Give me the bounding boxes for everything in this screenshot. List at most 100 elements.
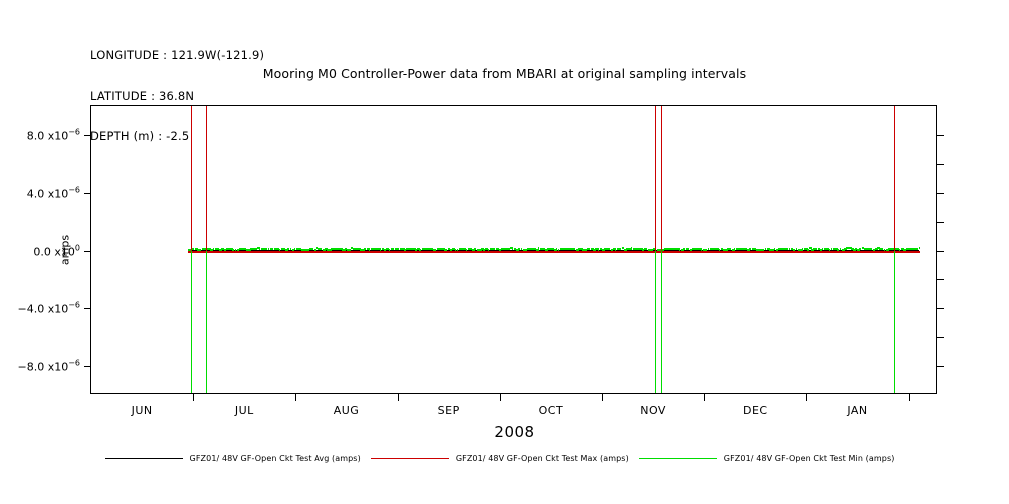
series-line-min: [190, 247, 194, 250]
series-line-max: [745, 250, 747, 253]
series-line-min: [217, 247, 219, 250]
series-line-min: [822, 247, 824, 250]
series-line-max: [553, 250, 557, 253]
series-line-max: [419, 250, 421, 253]
y-axis-minor-tick: [86, 366, 91, 368]
series-line-max: [258, 250, 261, 253]
series-line-min: [679, 248, 681, 251]
x-axis-tick: [602, 393, 603, 401]
series-line-min: [905, 247, 909, 250]
series-line-min: [357, 247, 361, 250]
series-line-min: [918, 246, 921, 249]
series-line-max: [639, 250, 642, 253]
series-line-min: [591, 247, 595, 250]
series-line-max: [593, 250, 596, 253]
legend-item[interactable]: GFZ01/ 48V GF-Open Ckt Test Avg (amps): [104, 454, 371, 463]
x-axis-tick-label: DEC: [742, 404, 768, 417]
series-line-min: [582, 248, 586, 251]
series-line-min: [498, 248, 501, 251]
series-line-max: [685, 250, 688, 253]
series-line-min: [448, 247, 451, 250]
series-line-max: [364, 250, 366, 253]
series-line-min: [738, 247, 741, 250]
series-line-min: [421, 247, 425, 250]
series-line-min: [637, 247, 640, 250]
legend-item[interactable]: GFZ01/ 48V GF-Open Ckt Test Min (amps): [638, 454, 905, 463]
series-line-max: [663, 250, 667, 253]
series-line-min: [650, 248, 654, 251]
series-line-max: [624, 250, 627, 253]
legend-item[interactable]: GFZ01/ 48V GF-Open Ckt Test Max (amps): [370, 454, 639, 463]
series-line-max: [311, 250, 313, 253]
series-line-max: [907, 250, 910, 253]
series-line-min: [441, 247, 445, 250]
series-line-min: [296, 247, 299, 250]
series-line-max: [192, 250, 195, 253]
series-line-min: [439, 247, 443, 250]
series-line-min: [621, 246, 625, 249]
chart-title: Mooring M0 Controller-Power data from MB…: [262, 66, 747, 81]
data-canvas: [91, 106, 936, 393]
series-line-min: [291, 248, 294, 251]
series-line-min: [885, 248, 890, 251]
series-line-min: [294, 247, 296, 250]
data-spike-min: [206, 250, 208, 393]
series-line-min: [883, 248, 886, 251]
series-line-min: [283, 247, 286, 250]
series-line-min: [786, 247, 789, 250]
series-line-min: [665, 247, 668, 250]
series-line-min: [483, 248, 485, 251]
series-line-min: [593, 248, 597, 251]
series-line-min: [536, 248, 539, 251]
y-axis-minor-tick: [86, 192, 91, 194]
series-line-min: [373, 247, 376, 250]
series-line-max: [857, 250, 860, 253]
series-line-max: [760, 250, 763, 253]
series-line-min: [307, 248, 309, 251]
x-axis-tick: [908, 393, 910, 401]
series-line-min: [844, 247, 848, 250]
series-line-min: [351, 246, 354, 249]
x-axis-year-label: 2008: [494, 423, 535, 441]
series-line-max: [789, 250, 791, 253]
series-line-min: [800, 248, 804, 251]
series-line-min: [901, 247, 905, 250]
series-line-min: [606, 247, 609, 250]
series-line-min: [300, 248, 303, 251]
series-line-max: [445, 250, 447, 253]
series-line-max: [349, 250, 351, 253]
series-line-min: [914, 247, 917, 250]
series-line-min: [690, 248, 692, 251]
series-line-max: [529, 250, 532, 253]
series-line-max: [214, 250, 218, 253]
series-line-min: [780, 247, 782, 250]
series-line-min: [278, 248, 280, 251]
y-axis-minor-tick: [86, 308, 91, 310]
series-line-max: [571, 250, 574, 253]
series-line-min: [797, 248, 801, 251]
series-line-max: [434, 250, 436, 253]
series-line-min: [525, 248, 528, 251]
series-line-min: [212, 247, 215, 250]
series-line-min: [333, 247, 337, 250]
series-line-max: [577, 250, 580, 253]
series-line-min: [562, 247, 565, 250]
series-line-min: [384, 248, 387, 251]
series-line-max: [549, 250, 551, 253]
series-line-min: [899, 248, 901, 251]
series-line-min: [630, 246, 633, 249]
series-line-min: [580, 247, 583, 250]
series-line-min: [463, 247, 467, 250]
series-line-min: [393, 247, 395, 250]
series-line-min: [195, 247, 199, 250]
series-line-min: [602, 248, 605, 251]
series-line-min: [316, 246, 318, 249]
series-line-min: [795, 247, 798, 250]
series-line-max: [617, 250, 621, 253]
series-line-min: [817, 247, 821, 250]
series-line-min: [830, 247, 833, 250]
series-line-min: [371, 247, 375, 250]
series-line-max: [503, 250, 505, 253]
series-line-max: [274, 250, 277, 253]
series-line-min: [280, 247, 284, 250]
